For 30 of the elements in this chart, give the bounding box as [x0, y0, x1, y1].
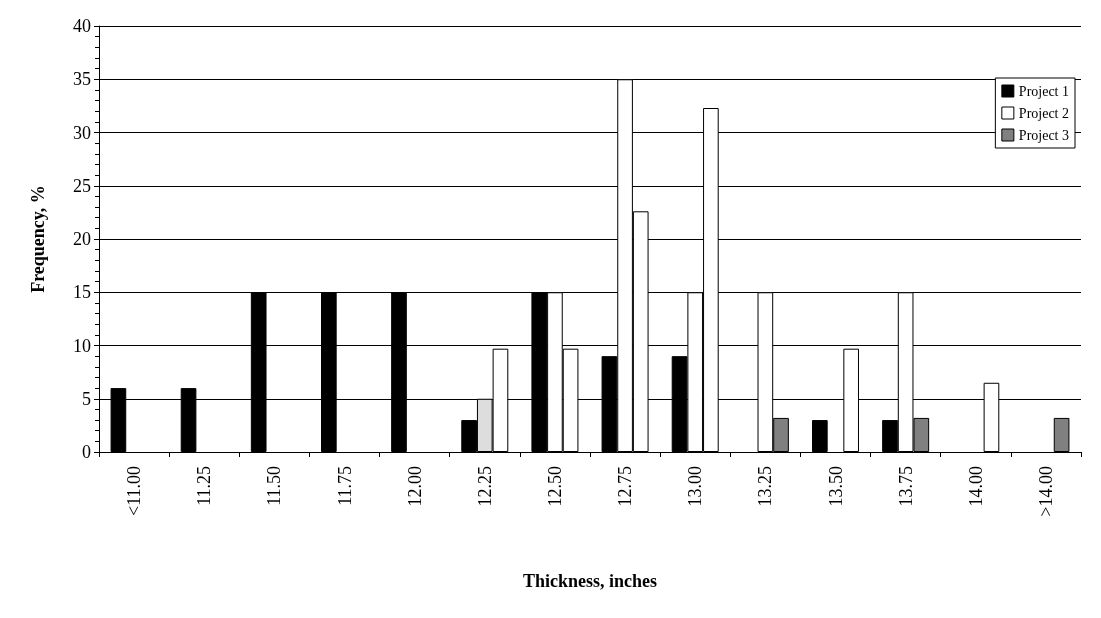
x-axis-title: Thickness, inches — [522, 571, 658, 591]
x-tick-label: 12.50 — [544, 466, 565, 507]
y-tick-label: 40 — [73, 16, 91, 36]
legend-label: Project 1 — [1018, 83, 1069, 99]
bar — [1053, 417, 1070, 452]
x-tick-label: 12.25 — [474, 466, 495, 507]
y-tick-label: 25 — [73, 175, 91, 196]
x-tick-label: >14.00 — [1035, 466, 1056, 517]
x-tick-label: 12.00 — [404, 466, 425, 507]
y-tick-label: 15 — [73, 282, 91, 303]
legend-label: Project 3 — [1018, 127, 1069, 143]
x-tick-label: 13.25 — [755, 466, 776, 507]
y-tick-label: 10 — [73, 335, 91, 356]
y-axis-title: Frequency, % — [28, 185, 48, 293]
legend-label: Project 2 — [1018, 105, 1069, 121]
x-tick-label: 14.00 — [965, 466, 986, 507]
x-tick-label: 11.50 — [264, 466, 285, 506]
x-tick-label: 11.25 — [194, 466, 215, 506]
bar — [812, 420, 828, 452]
y-tick-label: 20 — [73, 229, 91, 249]
x-tick-label: 11.75 — [334, 466, 355, 506]
x-tick-label: <11.00 — [124, 466, 145, 516]
y-tick-label: 5 — [82, 388, 91, 409]
y-tick-label: 30 — [73, 122, 91, 143]
x-tick-label: 13.00 — [685, 466, 706, 507]
x-tick-label: 13.75 — [895, 466, 916, 507]
x-tick-label: 12.75 — [615, 466, 636, 507]
y-tick-label: 0 — [82, 442, 91, 462]
x-tick-label: 13.50 — [825, 466, 846, 507]
y-tick-label: 35 — [73, 69, 91, 90]
